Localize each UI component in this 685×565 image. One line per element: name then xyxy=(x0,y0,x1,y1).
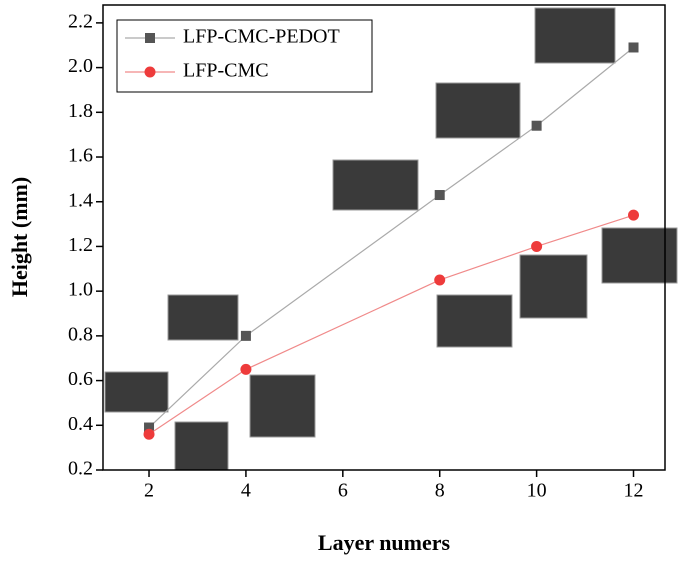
legend xyxy=(116,19,373,93)
x-tick-label: 2 xyxy=(144,480,154,502)
x-tick-label: 12 xyxy=(624,480,644,502)
legend-label: LFP-CMC xyxy=(183,60,269,82)
sample-photo xyxy=(534,7,616,64)
y-tick-label: 1.8 xyxy=(68,100,93,122)
x-tick-label: 6 xyxy=(338,480,348,502)
sample-photo xyxy=(332,159,419,211)
data-point xyxy=(240,363,252,375)
y-tick-label: 2.2 xyxy=(68,10,93,32)
sample-photo xyxy=(167,294,239,341)
y-tick-label: 1.0 xyxy=(68,279,93,301)
data-point xyxy=(531,240,543,252)
x-tick-label: 8 xyxy=(435,480,445,502)
sample-photo xyxy=(104,371,169,413)
data-point xyxy=(434,274,446,286)
x-tick-label: 10 xyxy=(527,480,547,502)
data-point xyxy=(240,330,251,341)
y-tick-label: 0.6 xyxy=(68,368,93,390)
sample-photo xyxy=(435,82,521,139)
x-tick-label: 4 xyxy=(241,480,251,502)
y-tick-label: 0.2 xyxy=(68,458,93,480)
sample-photo xyxy=(174,421,229,471)
data-point xyxy=(628,209,640,221)
y-tick-label: 1.4 xyxy=(68,189,93,211)
sample-photo xyxy=(519,254,588,319)
sample-photo xyxy=(249,374,316,438)
data-point xyxy=(531,120,542,131)
y-axis-label: Height (mm) xyxy=(7,177,32,297)
y-tick-label: 1.2 xyxy=(68,234,93,256)
data-point xyxy=(144,422,155,433)
data-point xyxy=(628,42,639,53)
legend-marker xyxy=(145,33,155,43)
y-tick-label: 1.6 xyxy=(68,145,93,167)
x-axis-label: Layer numers xyxy=(318,530,451,555)
plot-frame xyxy=(102,4,666,471)
series-line xyxy=(148,47,634,428)
y-tick-label: 0.8 xyxy=(68,323,93,345)
y-tick-label: 0.4 xyxy=(68,413,93,435)
sample-photo xyxy=(436,294,513,348)
data-point xyxy=(434,190,445,201)
y-tick-label: 2.0 xyxy=(68,55,93,77)
legend-label: LFP-CMC-PEDOT xyxy=(183,26,340,48)
sample-photos xyxy=(104,7,678,471)
legend-marker xyxy=(144,66,156,78)
data-point xyxy=(143,428,155,440)
